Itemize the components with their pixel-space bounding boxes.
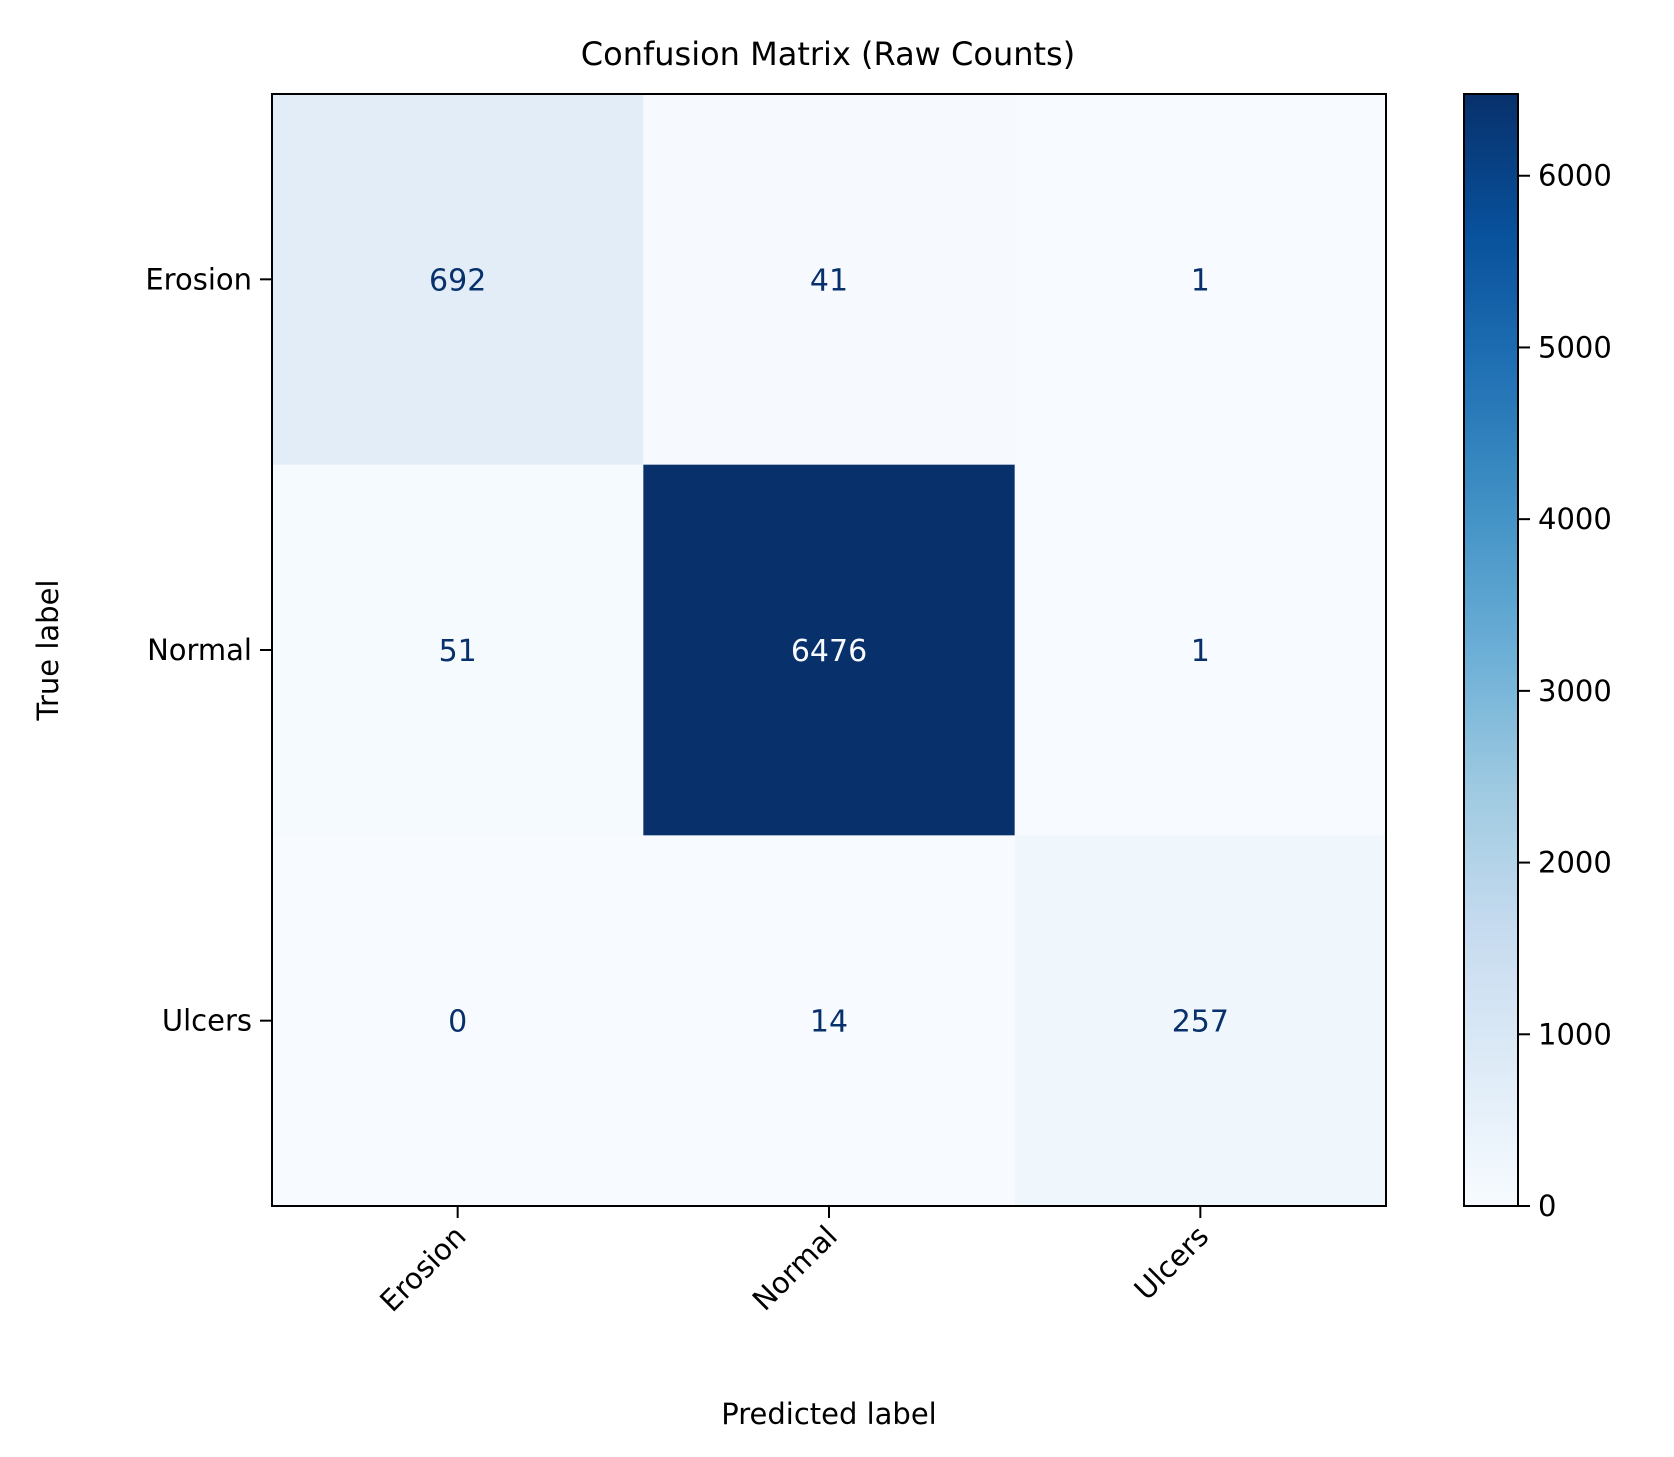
x-tick-label: Ulcers xyxy=(1128,1219,1216,1307)
y-axis-label: True label xyxy=(31,580,65,722)
cell-value-label: 51 xyxy=(439,634,477,669)
y-tick-label: Erosion xyxy=(145,262,252,296)
x-axis-ticks: Erosion Normal Ulcers xyxy=(373,1206,1215,1318)
cell-value-label: 41 xyxy=(810,263,848,298)
heatmap-cell xyxy=(272,464,644,836)
cell-value-label: 6476 xyxy=(791,634,867,669)
heatmap-cell xyxy=(643,835,1016,1207)
y-tick-label: Ulcers xyxy=(162,1004,252,1038)
cell-value-label: 0 xyxy=(448,1005,467,1040)
colorbar-tick-label: 5000 xyxy=(1538,330,1612,364)
y-axis-ticks: Erosion Normal Ulcers xyxy=(145,262,272,1038)
x-axis-label: Predicted label xyxy=(721,1397,937,1431)
heatmap-cell xyxy=(1014,835,1387,1207)
colorbar-tick-label: 3000 xyxy=(1538,674,1612,708)
cell-value-labels: 692 41 1 51 6476 1 0 14 257 xyxy=(429,263,1229,1039)
cell-value-label: 257 xyxy=(1172,1005,1229,1040)
cell-value-label: 692 xyxy=(429,263,486,298)
heatmap-cell xyxy=(272,835,644,1207)
colorbar-ticks: 0 1000 2000 3000 4000 5000 6000 xyxy=(1518,159,1612,1223)
colorbar-tick-label: 1000 xyxy=(1538,1017,1612,1051)
colorbar-tick-label: 4000 xyxy=(1538,502,1612,536)
heatmap-cell xyxy=(643,94,1016,466)
x-tick-label: Erosion xyxy=(373,1219,472,1318)
heatmap-cell xyxy=(1014,464,1387,836)
x-tick-label: Normal xyxy=(746,1219,844,1317)
heatmap-cell xyxy=(272,94,644,466)
colorbar-tick-label: 6000 xyxy=(1538,159,1612,193)
cell-value-label: 14 xyxy=(810,1005,848,1040)
colorbar xyxy=(1463,93,1519,1207)
heatmap-cell xyxy=(643,464,1016,836)
y-tick-label: Normal xyxy=(147,633,252,667)
chart-title: Confusion Matrix (Raw Counts) xyxy=(581,35,1075,73)
colorbar-tick-label: 0 xyxy=(1538,1189,1556,1223)
heatmap-cell xyxy=(1014,94,1387,466)
cell-value-label: 1 xyxy=(1191,634,1210,669)
cell-value-label: 1 xyxy=(1191,263,1210,298)
colorbar-tick-label: 2000 xyxy=(1538,846,1612,880)
heatmap-cells xyxy=(272,94,1387,1207)
